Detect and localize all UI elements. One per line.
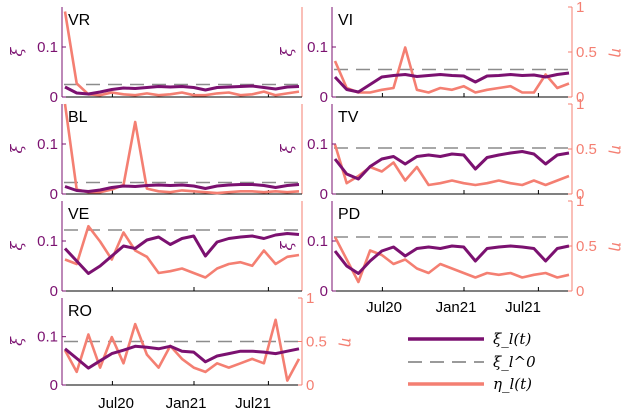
panel-vr: 0 0.1 ξ VR xyxy=(7,7,303,106)
right-tick-label: 0 xyxy=(306,377,314,394)
eta-series-line xyxy=(63,103,300,195)
right-tick-label: 1 xyxy=(576,193,584,210)
panel-ro: 0 0.1 0 0.5 1 ξ η RO xyxy=(7,290,357,394)
x-tick-jan21-left: Jan21 xyxy=(166,395,207,412)
xi-series-line xyxy=(63,232,300,275)
x-tick-jul20-right: Jul20 xyxy=(366,299,402,316)
xi-series-line xyxy=(64,183,300,193)
right-tick-label: 0.5 xyxy=(576,44,597,61)
left-tick-label: 0 xyxy=(50,377,58,394)
left-tick-label: 0 xyxy=(50,186,58,203)
left-tick-label: 0.1 xyxy=(307,233,328,250)
right-tick-label: 1 xyxy=(306,290,314,307)
legend-label-xi: ξ_l(t) xyxy=(493,330,531,348)
panel-label: VE xyxy=(68,206,89,223)
eta-series-line xyxy=(333,144,570,187)
left-tick-label: 0.1 xyxy=(307,136,328,153)
xi-series-line xyxy=(64,84,300,96)
x-tick-labels-right-column: Jul20 Jan21 Jul21 xyxy=(366,299,541,316)
xi-series-line xyxy=(333,71,570,94)
left-tick-label: 0 xyxy=(50,89,58,106)
xi-series-line xyxy=(333,244,570,275)
left-axis-symbol: ξ xyxy=(277,144,296,154)
legend: ξ_l(t) ξ_l^0 η_l(t) xyxy=(408,330,536,393)
left-tick-label: 0.1 xyxy=(37,329,58,346)
left-tick-label: 0 xyxy=(320,186,328,203)
left-axis-symbol: ξ xyxy=(7,336,26,346)
x-tick-jul21-left: Jul21 xyxy=(235,395,271,412)
legend-label-xi0: ξ_l^0 xyxy=(493,353,536,371)
left-tick-label: 0 xyxy=(50,283,58,300)
panel-vi: 0 0.1 0 0.5 1 ξ η VI xyxy=(277,0,627,106)
right-tick-label: 0.5 xyxy=(576,141,597,158)
panel-label: VR xyxy=(68,12,90,29)
panel-ve: 0 0.1 ξ VE xyxy=(7,201,303,300)
eta-series-line xyxy=(64,224,300,279)
right-tick-label: 0.5 xyxy=(306,334,327,351)
left-axis-symbol: ξ xyxy=(7,241,26,251)
x-tick-jul20-left: Jul20 xyxy=(98,395,134,412)
panel-tv: 0 0.1 0 0.5 1 ξ η TV xyxy=(277,96,627,203)
xi-series-line xyxy=(333,150,570,181)
right-axis-symbol: η xyxy=(608,145,627,155)
panel-label: RO xyxy=(68,303,92,320)
right-tick-label: 0.5 xyxy=(576,238,597,255)
right-axis-symbol: η xyxy=(608,242,627,252)
left-tick-label: 0.1 xyxy=(37,39,58,56)
eta-series-line xyxy=(333,46,570,94)
legend-label-eta: η_l(t) xyxy=(493,375,532,393)
panel-label: TV xyxy=(338,109,359,126)
right-axis-symbol: η xyxy=(608,48,627,58)
left-tick-label: 0.1 xyxy=(307,39,328,56)
right-tick-label: 1 xyxy=(576,0,584,16)
left-tick-label: 0.1 xyxy=(37,136,58,153)
left-axis-symbol: ξ xyxy=(7,47,26,57)
right-tick-label: 0 xyxy=(576,89,584,106)
eta-series-line xyxy=(63,11,300,97)
panel-label: VI xyxy=(338,12,353,29)
eta-series-line xyxy=(333,236,570,284)
right-tick-label: 0 xyxy=(576,186,584,203)
left-tick-label: 0 xyxy=(320,89,328,106)
left-axis-symbol: ξ xyxy=(277,241,296,251)
x-tick-jan21-right: Jan21 xyxy=(436,299,477,316)
panel-label: BL xyxy=(68,109,88,126)
right-tick-label: 1 xyxy=(576,96,584,113)
xi-series-line xyxy=(64,344,300,370)
x-tick-labels-left-column: Jul20 Jan21 Jul21 xyxy=(98,395,271,412)
left-axis-symbol: ξ xyxy=(7,144,26,154)
left-tick-label: 0.1 xyxy=(37,233,58,250)
left-tick-label: 0 xyxy=(320,283,328,300)
panel-pd: 0 0.1 0 0.5 1 ξ η PD xyxy=(277,193,627,300)
right-axis-symbol: η xyxy=(338,337,357,347)
right-tick-label: 0 xyxy=(576,283,584,300)
x-tick-jul21-right: Jul21 xyxy=(505,299,541,316)
panel-label: PD xyxy=(338,206,360,223)
left-axis-symbol: ξ xyxy=(277,47,296,57)
panel-bl: 0 0.1 ξ BL xyxy=(7,103,303,203)
